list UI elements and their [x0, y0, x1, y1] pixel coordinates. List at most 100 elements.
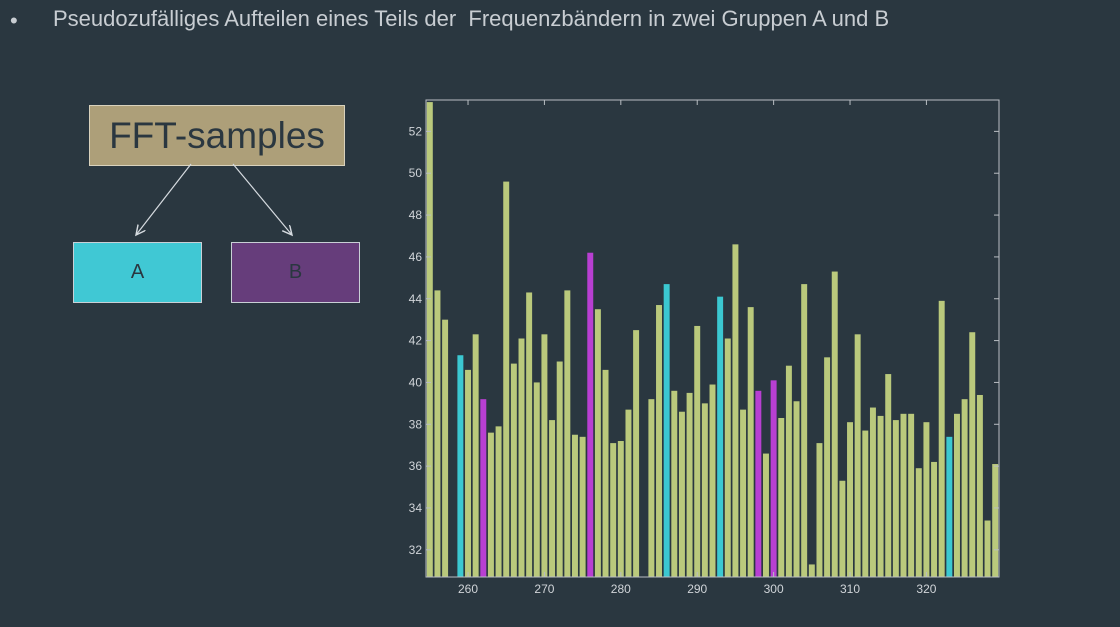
bar-281: [625, 409, 632, 577]
bar-303: [793, 401, 800, 577]
group-a-box: A: [73, 242, 202, 303]
bar-321: [931, 461, 938, 577]
bar-289: [686, 392, 693, 577]
bar-323: [946, 436, 953, 577]
x-tick-label-280: 280: [611, 582, 631, 596]
x-tick-label-290: 290: [687, 582, 707, 596]
bar-273: [564, 290, 571, 577]
bar-276: [587, 252, 594, 577]
bar-316: [892, 420, 899, 577]
x-tick-label-310: 310: [840, 582, 860, 596]
bar-313: [869, 407, 876, 577]
bar-322: [938, 300, 945, 577]
y-tick-label-40: 40: [409, 375, 423, 389]
bar-275: [579, 436, 586, 577]
bar-287: [671, 390, 678, 577]
arrow-to-a: [136, 163, 192, 235]
bar-256: [434, 290, 441, 577]
bar-318: [908, 413, 915, 577]
bar-329: [992, 464, 999, 577]
bar-328: [984, 520, 991, 577]
plot-frame: [425, 99, 1000, 578]
bar-284: [648, 399, 655, 577]
bar-297: [747, 307, 754, 577]
bar-324: [954, 413, 960, 577]
bar-268: [526, 292, 533, 577]
y-tick-label-38: 38: [409, 417, 423, 431]
bar-304: [801, 284, 808, 577]
bar-306: [816, 443, 823, 577]
bar-285: [656, 305, 662, 577]
bar-269: [533, 382, 540, 577]
bar-314: [877, 415, 884, 577]
bar-265: [503, 181, 510, 577]
x-tick-label-320: 320: [916, 582, 936, 596]
y-tick-label-44: 44: [409, 292, 423, 306]
y-tick-label-34: 34: [409, 501, 423, 515]
bar-272: [556, 361, 563, 577]
bar-317: [900, 413, 907, 577]
bar-319: [915, 468, 922, 577]
bar-279: [610, 443, 617, 577]
bar-312: [862, 430, 869, 577]
y-tick-label-52: 52: [409, 124, 423, 138]
bar-280: [617, 441, 624, 577]
bar-320: [923, 422, 930, 577]
bar-310: [847, 422, 853, 577]
bar-299: [763, 453, 769, 577]
bar-274: [572, 434, 578, 577]
bar-266: [510, 363, 517, 577]
bar-277: [594, 309, 601, 577]
slide-heading: Pseudozufälliges Aufteilen eines Teils d…: [53, 6, 890, 31]
bar-282: [633, 330, 640, 577]
x-tick-label-260: 260: [458, 582, 478, 596]
bar-302: [785, 365, 792, 577]
bar-293: [717, 296, 724, 577]
bar-308: [831, 271, 838, 577]
bar-294: [724, 338, 731, 577]
bar-288: [678, 411, 685, 577]
bar-286: [663, 284, 670, 577]
bar-327: [976, 394, 983, 577]
split-arrows: [0, 163, 400, 320]
bar-264: [495, 426, 502, 577]
bar-278: [602, 369, 609, 577]
arrow-to-b: [232, 163, 292, 235]
y-tick-label-50: 50: [409, 166, 423, 180]
group-b-box: B: [231, 242, 360, 303]
bar-298: [755, 390, 762, 577]
y-tick-label-48: 48: [409, 208, 423, 222]
bar-262: [480, 399, 487, 577]
x-tick-label-270: 270: [534, 582, 554, 596]
bar-315: [885, 374, 892, 577]
bar-311: [854, 334, 861, 577]
bar-263: [487, 432, 494, 577]
frequency-bar-chart: 260 270 280 290 300 310 320 32 34 36 38 40 42 44 46 48 5…: [409, 99, 1000, 596]
bar-271: [549, 420, 556, 577]
bar-270: [541, 334, 548, 577]
bar-307: [824, 357, 831, 577]
bar-291: [701, 403, 708, 577]
bar-325: [961, 399, 968, 577]
bar-301: [778, 418, 785, 577]
bar-326: [969, 332, 976, 577]
bar-261: [472, 334, 479, 577]
x-tick-label-300: 300: [764, 582, 784, 596]
y-tick-label-42: 42: [409, 334, 423, 348]
bar-255: [426, 102, 433, 577]
y-tick-label-36: 36: [409, 459, 423, 473]
bar-300: [770, 380, 777, 577]
bar-292: [709, 384, 716, 577]
bar-309: [839, 480, 846, 577]
bar-267: [518, 338, 525, 577]
bar-259: [457, 355, 464, 577]
bar-296: [740, 409, 747, 577]
bullet-marker: •: [10, 8, 18, 33]
bar-290: [694, 325, 701, 577]
bar-257: [442, 319, 449, 577]
bar-295: [732, 244, 739, 577]
y-tick-label-32: 32: [409, 543, 423, 557]
bar-260: [465, 369, 471, 577]
y-tick-label-46: 46: [409, 250, 423, 264]
fft-samples-box: FFT-samples: [89, 105, 345, 166]
